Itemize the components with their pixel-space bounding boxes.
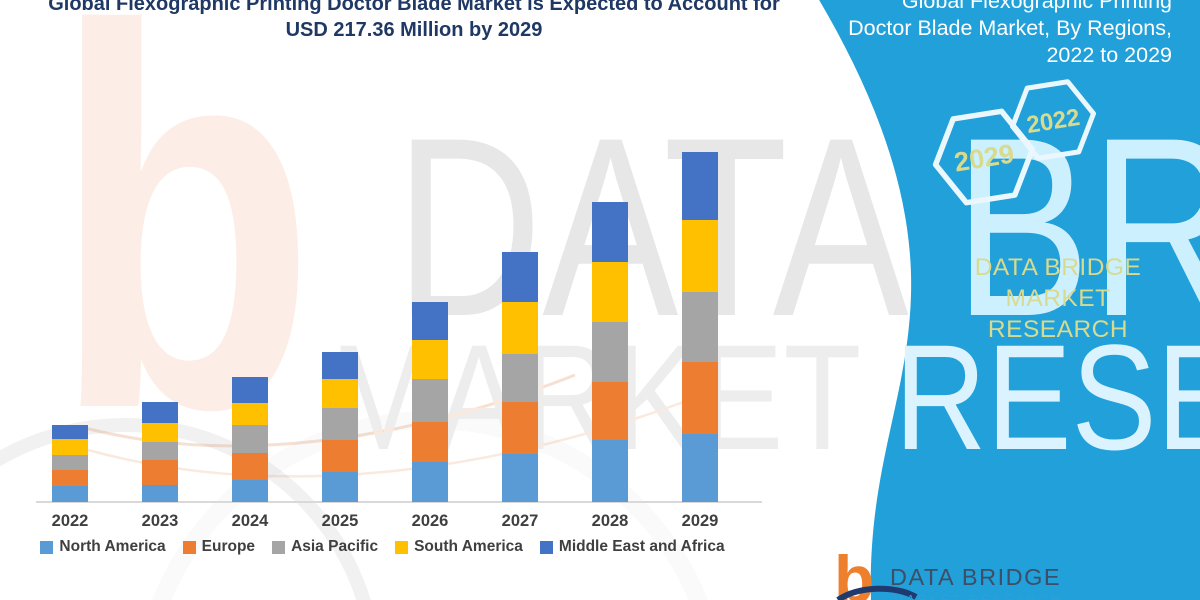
x-axis-line	[36, 501, 762, 503]
bar-segment	[412, 462, 448, 502]
blue-panel-shape	[819, 0, 1200, 600]
legend-label: South America	[414, 538, 523, 555]
bar-segment	[682, 362, 718, 434]
bar-segment	[142, 442, 178, 460]
x-axis-label-2029: 2029	[681, 512, 719, 530]
logo-name: DATA BRIDGE	[890, 564, 1062, 590]
bar-segment	[502, 454, 538, 502]
bar-segment	[592, 262, 628, 322]
bar-segment	[232, 377, 268, 403]
bar-segment	[52, 439, 88, 455]
bar-segment	[682, 220, 718, 292]
bar-segment	[322, 379, 358, 408]
legend-swatch-icon	[40, 540, 54, 554]
bar-segment	[412, 422, 448, 462]
bar-segment	[592, 202, 628, 262]
chart-title-line2: USD 217.36 Million by 2029	[285, 19, 543, 41]
bar-segment	[502, 252, 538, 302]
chart-title-line1: Global Flexographic Printing Doctor Blad…	[48, 0, 780, 15]
legend-swatch-icon	[182, 540, 196, 554]
bar-segment	[592, 322, 628, 382]
bar-segment	[142, 460, 178, 485]
side-panel-heading-line3: 2022 to 2029	[1046, 43, 1172, 67]
chart-title: Global Flexographic Printing Doctor Blad…	[0, 0, 828, 43]
legend-item: Asia Pacific	[272, 538, 378, 556]
brand-text-line1: DATA BRIDGE MARKET	[974, 254, 1142, 312]
x-axis-label-2023: 2023	[141, 512, 179, 530]
stacked-bar-2022	[52, 425, 88, 502]
legend-label: Middle East and Africa	[558, 538, 725, 555]
hexagon-2022-outline	[1010, 79, 1096, 161]
legend-swatch-icon	[395, 540, 409, 554]
stacked-bar-2024	[232, 377, 268, 502]
bar-segment	[502, 354, 538, 402]
stacked-bar-2026	[412, 302, 448, 502]
bar-segment	[592, 382, 628, 440]
x-axis-label-2027: 2027	[501, 512, 539, 530]
legend-swatch-icon	[272, 540, 286, 554]
bar-segment	[52, 425, 88, 439]
bar-segment	[322, 440, 358, 472]
bar-segment	[682, 152, 718, 220]
bar-segment	[322, 352, 358, 379]
legend-item: South America	[395, 538, 523, 556]
bar-segment	[322, 472, 358, 502]
bar-segment	[142, 402, 178, 423]
bar-segment	[52, 486, 88, 502]
bar-segment	[142, 423, 178, 442]
legend-label: Europe	[201, 538, 256, 555]
legend-item: Middle East and Africa	[539, 538, 725, 556]
bar-segment	[232, 480, 268, 502]
legend-item: North America	[40, 538, 166, 556]
bar-segment	[322, 408, 358, 440]
x-axis-label-2024: 2024	[231, 512, 269, 530]
bar-segment	[412, 379, 448, 422]
brand-text-line2: RESEARCH	[987, 316, 1129, 343]
bar-segment	[52, 455, 88, 470]
stacked-bar-2028	[592, 202, 628, 502]
side-panel-heading-line1: Global Flexographic Printing	[901, 0, 1172, 13]
bar-segment	[232, 453, 268, 480]
bar-segment	[502, 402, 538, 454]
stacked-bar-2027	[502, 252, 538, 502]
bar-segment	[592, 440, 628, 502]
legend-label: Asia Pacific	[291, 538, 379, 555]
bar-segment	[52, 470, 88, 486]
bar-segment	[502, 302, 538, 354]
stacked-bar-2023	[142, 402, 178, 502]
legend-item: Europe	[182, 538, 256, 556]
side-panel-heading-line2: Doctor Blade Market, By Regions,	[848, 16, 1172, 40]
legend-swatch-icon	[539, 540, 553, 554]
chart-legend: North America Europe Asia Pacific South Ame…	[10, 538, 755, 556]
stacked-bar-2025	[322, 352, 358, 502]
bar-segment	[412, 302, 448, 340]
x-axis-label-2025: 2025	[321, 512, 359, 530]
x-axis-label-2026: 2026	[411, 512, 449, 530]
background-b-logo-watermark: b	[52, 0, 316, 521]
side-panel-heading: Global Flexographic Printing Doctor Blade…	[742, 0, 1172, 69]
logo-tagline: MARKET RESEARCH	[893, 593, 1063, 600]
stacked-bar-2029	[682, 152, 718, 502]
bar-segment	[232, 425, 268, 453]
x-axis-label-2028: 2028	[591, 512, 629, 530]
bar-segment	[682, 434, 718, 502]
bar-segment	[682, 292, 718, 362]
brand-text: DATA BRIDGE MARKET RESEARCH	[920, 252, 1196, 345]
market-research-watermark-text: MARKET RESEARCH	[330, 313, 1200, 481]
x-axis-label-2022: 2022	[51, 512, 89, 530]
bar-segment	[142, 485, 178, 502]
bar-segment	[412, 340, 448, 379]
bar-segment	[232, 403, 268, 425]
legend-label: North America	[59, 538, 166, 555]
